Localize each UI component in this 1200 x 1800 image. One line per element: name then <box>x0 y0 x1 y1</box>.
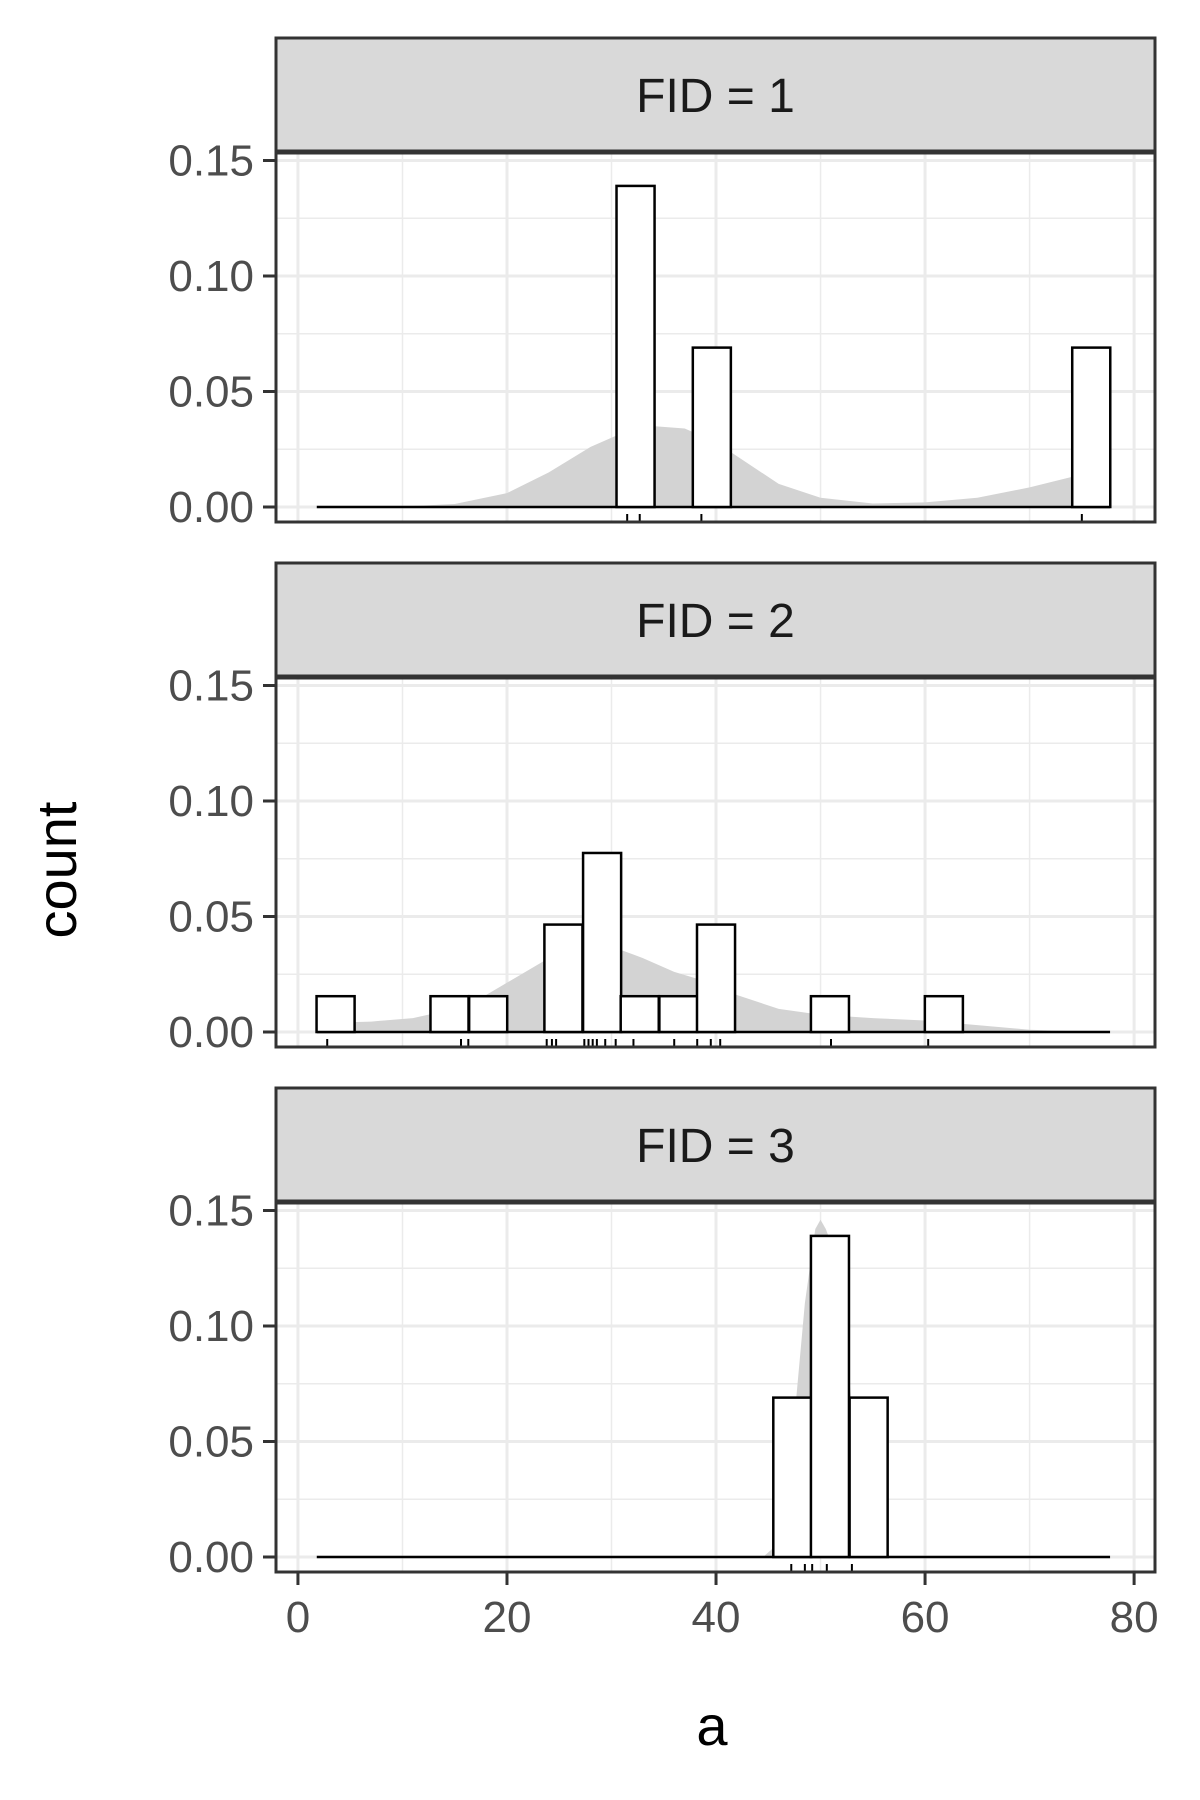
facet-panel: FID = 3 0.00 0.05 0.10 0.15 <box>168 1086 1157 1582</box>
x-tick-label: 80 <box>1110 1593 1159 1642</box>
y-tick-label: 0.10 <box>168 1302 254 1351</box>
facet-panel: FID = 1 0.00 0.05 0.10 0.15 <box>168 36 1157 532</box>
histogram-bar <box>848 1396 889 1559</box>
x-axis: 0 20 40 60 80 <box>286 1572 1159 1642</box>
histogram-bar <box>543 923 584 1034</box>
x-axis-title: a <box>696 1694 728 1757</box>
panels-layer: FID = 1 0.00 0.05 0.10 0.15 FID = 2 0.00 0.05 0.… <box>168 36 1157 1582</box>
histogram-bar <box>467 994 509 1034</box>
strip-label: FID = 1 <box>636 70 795 123</box>
histogram-bar <box>619 994 660 1034</box>
y-tick-label: 0.10 <box>168 252 254 301</box>
histogram-bar <box>923 994 965 1034</box>
strip-background <box>274 36 1157 154</box>
y-tick-label: 0.15 <box>168 662 254 711</box>
y-tick-label: 0.05 <box>168 1418 254 1467</box>
strip-background <box>274 561 1157 679</box>
histogram-bar <box>695 923 737 1034</box>
strip-label: FID = 3 <box>636 1120 795 1173</box>
y-tick-label: 0.05 <box>168 368 254 417</box>
histogram-bar <box>429 994 470 1034</box>
y-tick-label: 0.05 <box>168 893 254 942</box>
x-tick-label: 0 <box>286 1593 310 1642</box>
x-tick-label: 20 <box>483 1593 532 1642</box>
y-tick-label: 0.15 <box>168 137 254 186</box>
histogram-bar <box>315 994 356 1034</box>
histogram-bar <box>691 346 733 509</box>
histogram-bar <box>772 1396 813 1559</box>
histogram-bar <box>658 994 699 1034</box>
histogram-bar <box>615 184 656 509</box>
histogram-bar <box>1070 346 1112 509</box>
y-tick-label: 0.15 <box>168 1187 254 1236</box>
x-tick-label: 40 <box>692 1593 741 1642</box>
y-tick-label: 0.10 <box>168 777 254 826</box>
histogram-bar <box>581 851 623 1034</box>
histogram-bar <box>809 1234 851 1559</box>
y-tick-label: 0.00 <box>168 1533 254 1582</box>
histogram-bar <box>809 994 851 1034</box>
y-tick-label: 0.00 <box>168 483 254 532</box>
x-tick-label: 60 <box>901 1593 950 1642</box>
facet-panel: FID = 2 0.00 0.05 0.10 0.15 <box>168 561 1157 1057</box>
strip-background <box>274 1086 1157 1204</box>
y-tick-label: 0.00 <box>168 1008 254 1057</box>
y-axis-title: count <box>25 801 88 938</box>
strip-label: FID = 2 <box>636 595 795 648</box>
